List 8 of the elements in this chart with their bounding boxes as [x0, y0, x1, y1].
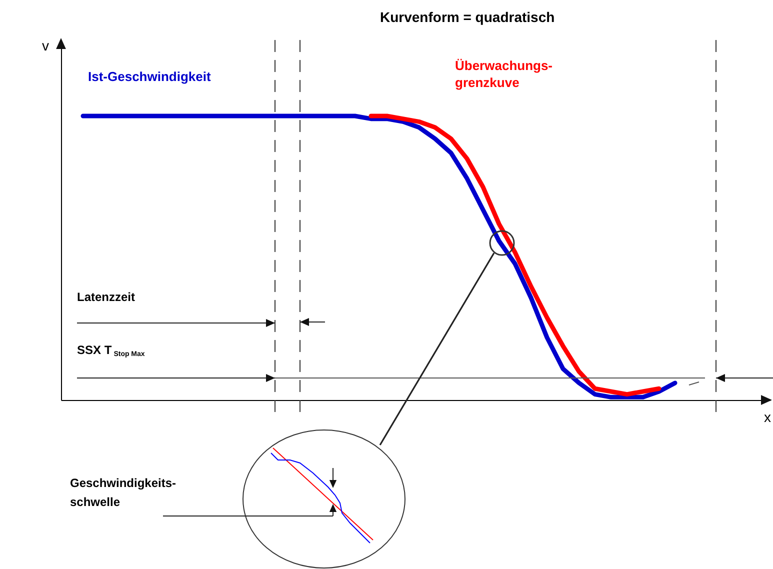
y-axis-title: v	[42, 38, 49, 54]
annotation: SSX T$_{Stop Max}$	[77, 342, 145, 360]
text: Geschwindigkeits-schwelle	[70, 475, 176, 511]
text: x	[764, 408, 771, 427]
annotation: Latenzzeit	[77, 289, 136, 306]
text: Überwachungs-grenzkuve	[455, 58, 553, 90]
text: Ist-Geschwindigkeit	[88, 69, 212, 84]
chart-title: Kurvenform = quadratisch	[380, 9, 555, 25]
